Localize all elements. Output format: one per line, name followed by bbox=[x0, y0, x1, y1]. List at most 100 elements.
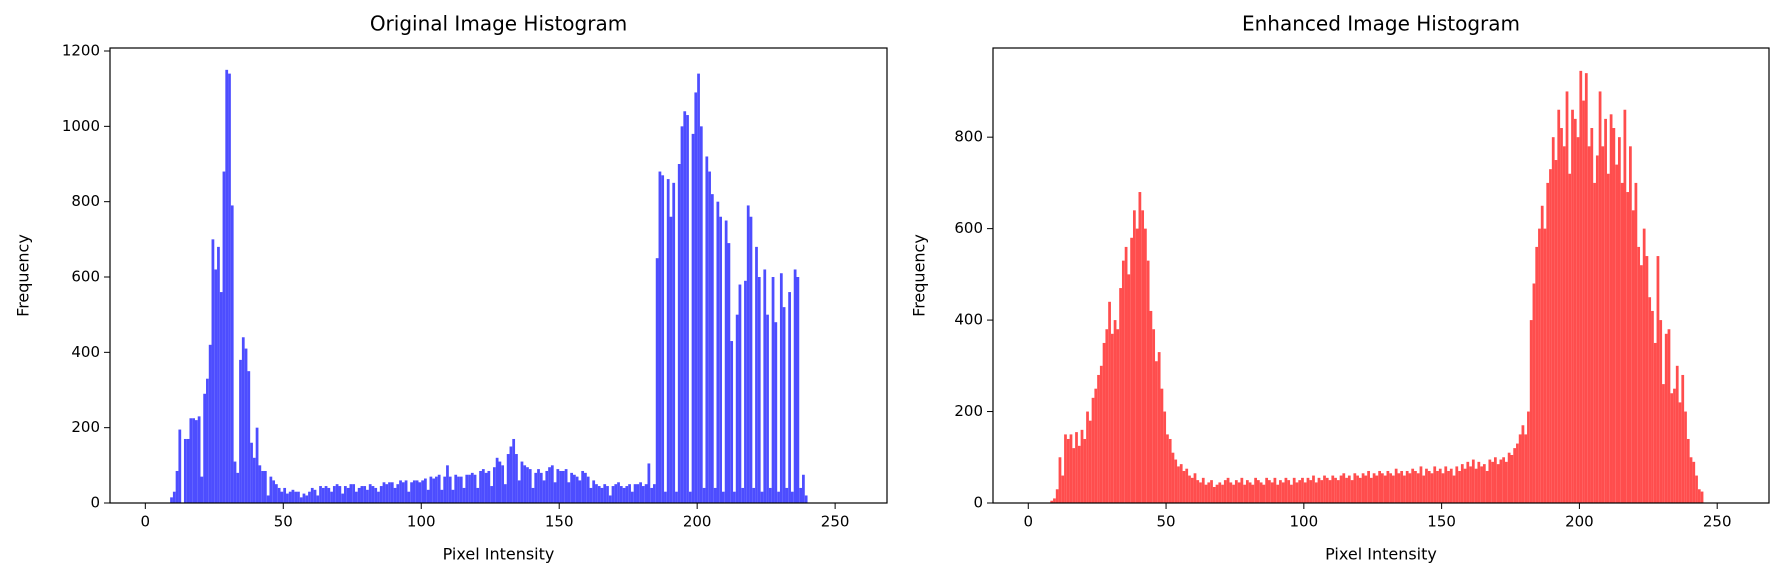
bar bbox=[421, 480, 425, 503]
bar bbox=[1182, 470, 1186, 503]
bar bbox=[1383, 475, 1387, 503]
bar bbox=[622, 487, 626, 503]
bar bbox=[683, 111, 687, 504]
bar bbox=[1163, 411, 1167, 503]
bar bbox=[777, 491, 780, 503]
bar bbox=[211, 239, 215, 503]
bar bbox=[600, 487, 604, 503]
bar bbox=[1091, 397, 1095, 503]
y-tick-label: 600 bbox=[71, 268, 100, 286]
bar bbox=[222, 171, 226, 504]
bar bbox=[349, 484, 353, 503]
bar bbox=[189, 418, 193, 503]
x-tick-label: 150 bbox=[545, 513, 574, 531]
bar bbox=[1394, 468, 1398, 503]
bar bbox=[614, 484, 618, 503]
bar bbox=[1066, 438, 1070, 503]
bar bbox=[1422, 475, 1426, 503]
bar bbox=[752, 487, 756, 503]
bar bbox=[636, 484, 640, 503]
bar bbox=[1609, 114, 1613, 504]
bar bbox=[655, 258, 659, 503]
bar bbox=[1617, 137, 1621, 504]
bar bbox=[1218, 482, 1222, 503]
bar bbox=[299, 497, 303, 503]
bar bbox=[782, 307, 786, 503]
bar bbox=[426, 489, 430, 503]
bar bbox=[694, 92, 698, 503]
bar bbox=[1345, 477, 1348, 503]
bar bbox=[1568, 173, 1572, 503]
bar bbox=[788, 292, 791, 503]
bar bbox=[710, 194, 714, 503]
bar bbox=[327, 487, 331, 503]
bar bbox=[462, 487, 466, 503]
bar bbox=[1651, 310, 1654, 503]
y-tick-label: 800 bbox=[71, 192, 100, 210]
bar bbox=[206, 378, 209, 503]
bar bbox=[1127, 274, 1131, 503]
bar bbox=[1152, 329, 1156, 503]
bar bbox=[1108, 301, 1111, 503]
bar bbox=[468, 474, 471, 503]
bar bbox=[584, 472, 587, 503]
bar bbox=[699, 126, 703, 504]
bar bbox=[520, 461, 524, 503]
bar bbox=[799, 487, 803, 503]
bar bbox=[324, 486, 328, 503]
bar bbox=[1664, 333, 1668, 503]
bar bbox=[1414, 470, 1417, 503]
bar bbox=[186, 438, 190, 503]
bar bbox=[1334, 477, 1337, 503]
bar bbox=[1392, 475, 1395, 503]
bar bbox=[355, 491, 358, 503]
bar bbox=[1546, 182, 1550, 504]
bar bbox=[1080, 429, 1084, 503]
y-tick-label: 400 bbox=[954, 311, 983, 329]
bar bbox=[531, 487, 535, 503]
bar bbox=[214, 269, 218, 503]
bar bbox=[1673, 388, 1676, 503]
bar bbox=[1132, 210, 1136, 504]
bar bbox=[647, 463, 651, 503]
bar bbox=[1358, 477, 1362, 503]
bar bbox=[633, 484, 637, 503]
bar bbox=[1604, 118, 1607, 503]
bar bbox=[360, 486, 364, 503]
bar bbox=[1637, 246, 1641, 503]
bar bbox=[1507, 452, 1511, 503]
bar bbox=[368, 484, 372, 503]
bar bbox=[1083, 438, 1087, 503]
bar bbox=[1502, 457, 1506, 503]
bar bbox=[1155, 361, 1158, 503]
bar bbox=[501, 465, 505, 503]
bar bbox=[454, 474, 458, 503]
bar bbox=[1662, 384, 1665, 503]
bar bbox=[1328, 480, 1332, 503]
y-tick-label: 200 bbox=[954, 402, 983, 420]
bar bbox=[1389, 473, 1393, 503]
bar bbox=[457, 476, 460, 503]
bar bbox=[1287, 480, 1291, 503]
bar bbox=[542, 480, 546, 503]
bar bbox=[630, 491, 634, 503]
bar bbox=[1339, 475, 1343, 503]
bar bbox=[1094, 388, 1098, 503]
bar bbox=[266, 495, 270, 503]
bar bbox=[1469, 466, 1472, 503]
x-tick-label: 200 bbox=[683, 513, 712, 531]
bar bbox=[1069, 434, 1073, 503]
bar bbox=[1193, 473, 1197, 503]
bar bbox=[1474, 468, 1478, 503]
bar bbox=[487, 470, 491, 503]
bar bbox=[528, 469, 532, 503]
bar bbox=[1212, 486, 1216, 503]
bar bbox=[1480, 466, 1483, 503]
bar bbox=[404, 480, 408, 503]
bar bbox=[1086, 411, 1089, 503]
bar bbox=[479, 470, 482, 503]
chart-title: Original Image Histogram bbox=[370, 12, 627, 36]
bar bbox=[550, 465, 554, 503]
bar bbox=[319, 486, 322, 503]
x-tick-label: 150 bbox=[1427, 513, 1456, 531]
